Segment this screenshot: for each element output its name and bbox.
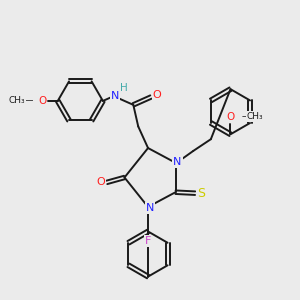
Text: CH₃: CH₃ <box>247 112 263 121</box>
Text: N: N <box>173 157 182 167</box>
Text: O: O <box>226 112 235 122</box>
Text: —: — <box>242 112 250 121</box>
Text: O: O <box>152 90 161 100</box>
Text: F: F <box>145 236 151 246</box>
Text: O: O <box>97 177 105 188</box>
Text: —: — <box>24 96 32 105</box>
Text: N: N <box>110 91 119 101</box>
Text: N: N <box>146 203 154 213</box>
Text: S: S <box>197 187 205 200</box>
Text: O: O <box>38 96 46 106</box>
Text: CH₃: CH₃ <box>8 96 25 105</box>
Text: H: H <box>120 83 128 93</box>
